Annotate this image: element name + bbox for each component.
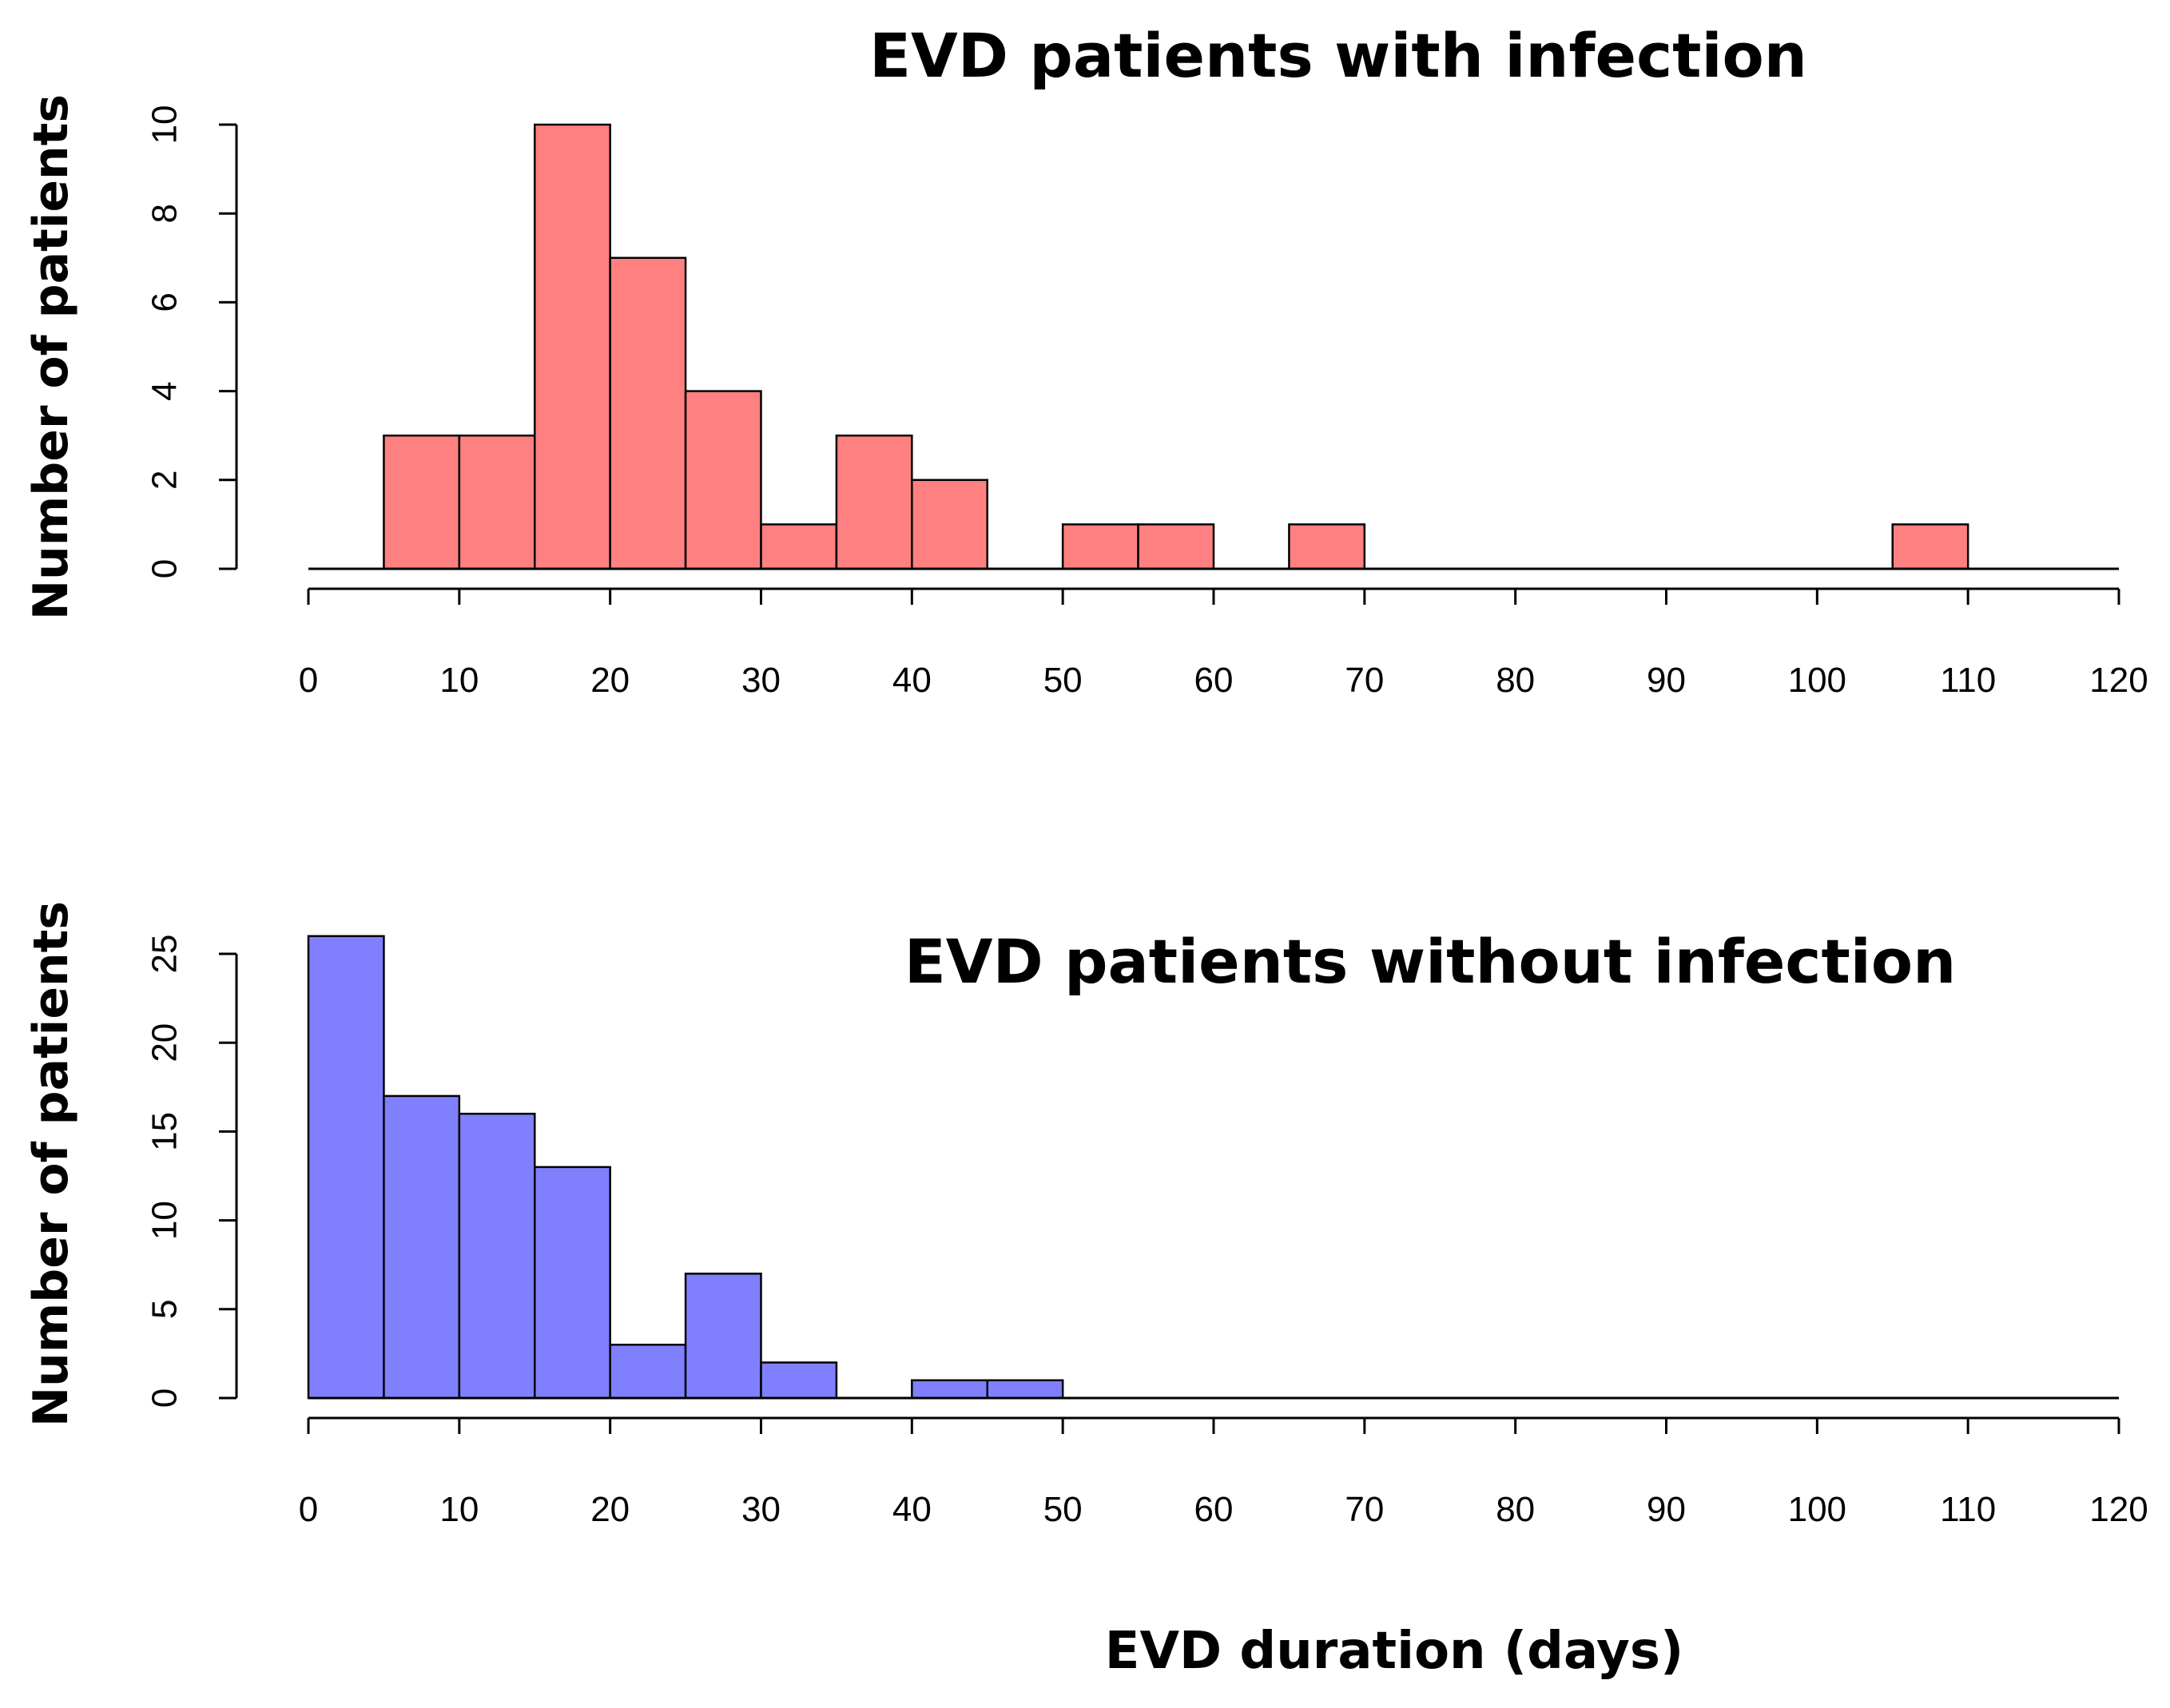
x-tick-label-without-infection-20: 20 [590,1490,630,1529]
x-tick-label-with-infection-0: 0 [299,661,318,700]
x-tick-label-without-infection-120: 120 [2089,1490,2148,1529]
x-tick-label-with-infection-80: 80 [1496,661,1535,700]
x-tick-label-without-infection-0: 0 [299,1490,318,1529]
x-tick-label-with-infection-30: 30 [741,661,781,700]
y-axis-label-with-infection: Number of patients [23,94,79,620]
y-tick-label-with-infection-4: 4 [145,381,185,400]
bar-without-infection-45-50 [986,1379,1064,1400]
x-tick-label-with-infection-110: 110 [1940,661,1996,700]
x-tick-label-without-infection-100: 100 [1788,1490,1846,1529]
bar-with-infection-55-60 [1137,523,1215,570]
bar-without-infection-0-5 [307,935,385,1400]
bar-with-infection-65-70 [1288,523,1366,570]
y-tick-label-without-infection-25: 25 [145,935,185,974]
x-tick-label-without-infection-90: 90 [1647,1490,1686,1529]
x-tick-label-with-infection-40: 40 [892,661,932,700]
x-axis-label: EVD duration (days) [1105,1622,1683,1681]
y-tick-label-without-infection-10: 10 [145,1201,185,1240]
bar-with-infection-15-20 [534,123,611,570]
x-tick-label-with-infection-50: 50 [1043,661,1083,700]
bar-with-infection-105-110 [1891,523,1969,570]
x-tick-label-without-infection-40: 40 [892,1490,932,1529]
x-tick-label-without-infection-70: 70 [1345,1490,1384,1529]
chart-title-with-infection: EVD patients with infection [869,20,1807,91]
bar-without-infection-30-35 [760,1361,838,1400]
bar-with-infection-20-25 [609,256,687,570]
y-tick-label-with-infection-6: 6 [145,292,185,312]
y-tick-label-with-infection-0: 0 [145,559,185,578]
bar-without-infection-10-15 [458,1112,536,1400]
bar-with-infection-50-55 [1061,523,1139,570]
histogram-with-infection: EVD patients with infection Number of pa… [23,20,2148,700]
bar-with-infection-35-40 [835,434,913,570]
chart-title-without-infection: EVD patients without infection [904,926,1956,997]
y-tick-label-without-infection-20: 20 [145,1023,185,1063]
bar-without-infection-20-25 [609,1344,687,1400]
x-tick-label-without-infection-60: 60 [1194,1490,1234,1529]
y-axis-with-infection: 0 2 4 6 8 10 [145,105,238,578]
bar-without-infection-15-20 [534,1166,611,1400]
x-tick-label-without-infection-110: 110 [1940,1490,1996,1529]
x-tick-label-with-infection-120: 120 [2089,661,2148,700]
bar-with-infection-30-35 [760,523,838,570]
x-tick-label-with-infection-10: 10 [439,661,479,700]
bar-without-infection-5-10 [383,1094,461,1400]
y-axis-label-without-infection: Number of patients [23,901,79,1427]
bar-with-infection-5-10 [383,434,461,570]
bars-with-infection [383,123,1969,570]
x-tick-label-without-infection-80: 80 [1496,1490,1535,1529]
bar-with-infection-25-30 [684,390,762,570]
y-tick-label-with-infection-2: 2 [145,471,185,490]
y-tick-label-with-infection-8: 8 [145,204,185,223]
y-tick-label-with-infection-10: 10 [145,105,185,145]
x-tick-label-with-infection-20: 20 [590,661,630,700]
y-tick-label-without-infection-15: 15 [145,1112,185,1151]
bar-with-infection-40-45 [911,479,989,570]
histogram-without-infection: EVD patients without infection Number of… [23,901,2148,1529]
bar-without-infection-40-45 [911,1379,989,1400]
bar-with-infection-10-15 [458,434,536,570]
x-tick-label-without-infection-10: 10 [439,1490,479,1529]
x-tick-label-with-infection-100: 100 [1788,661,1846,700]
x-axis-with-infection: 0 10 20 30 40 50 60 70 80 90 100 110 120 [299,587,2148,700]
x-tick-label-with-infection-90: 90 [1647,661,1686,700]
y-tick-label-without-infection-5: 5 [145,1300,185,1319]
bars-without-infection [307,935,1064,1400]
x-tick-label-with-infection-70: 70 [1345,661,1384,700]
x-tick-label-with-infection-60: 60 [1194,661,1234,700]
bar-without-infection-25-30 [684,1273,762,1400]
x-tick-label-without-infection-50: 50 [1043,1490,1083,1529]
x-tick-label-without-infection-30: 30 [741,1490,781,1529]
x-axis-without-infection: 0 10 20 30 40 50 60 70 80 90 100 110 120 [299,1416,2148,1529]
y-tick-label-without-infection-0: 0 [145,1388,185,1408]
y-axis-without-infection: 0 5 10 15 20 25 [145,935,238,1408]
